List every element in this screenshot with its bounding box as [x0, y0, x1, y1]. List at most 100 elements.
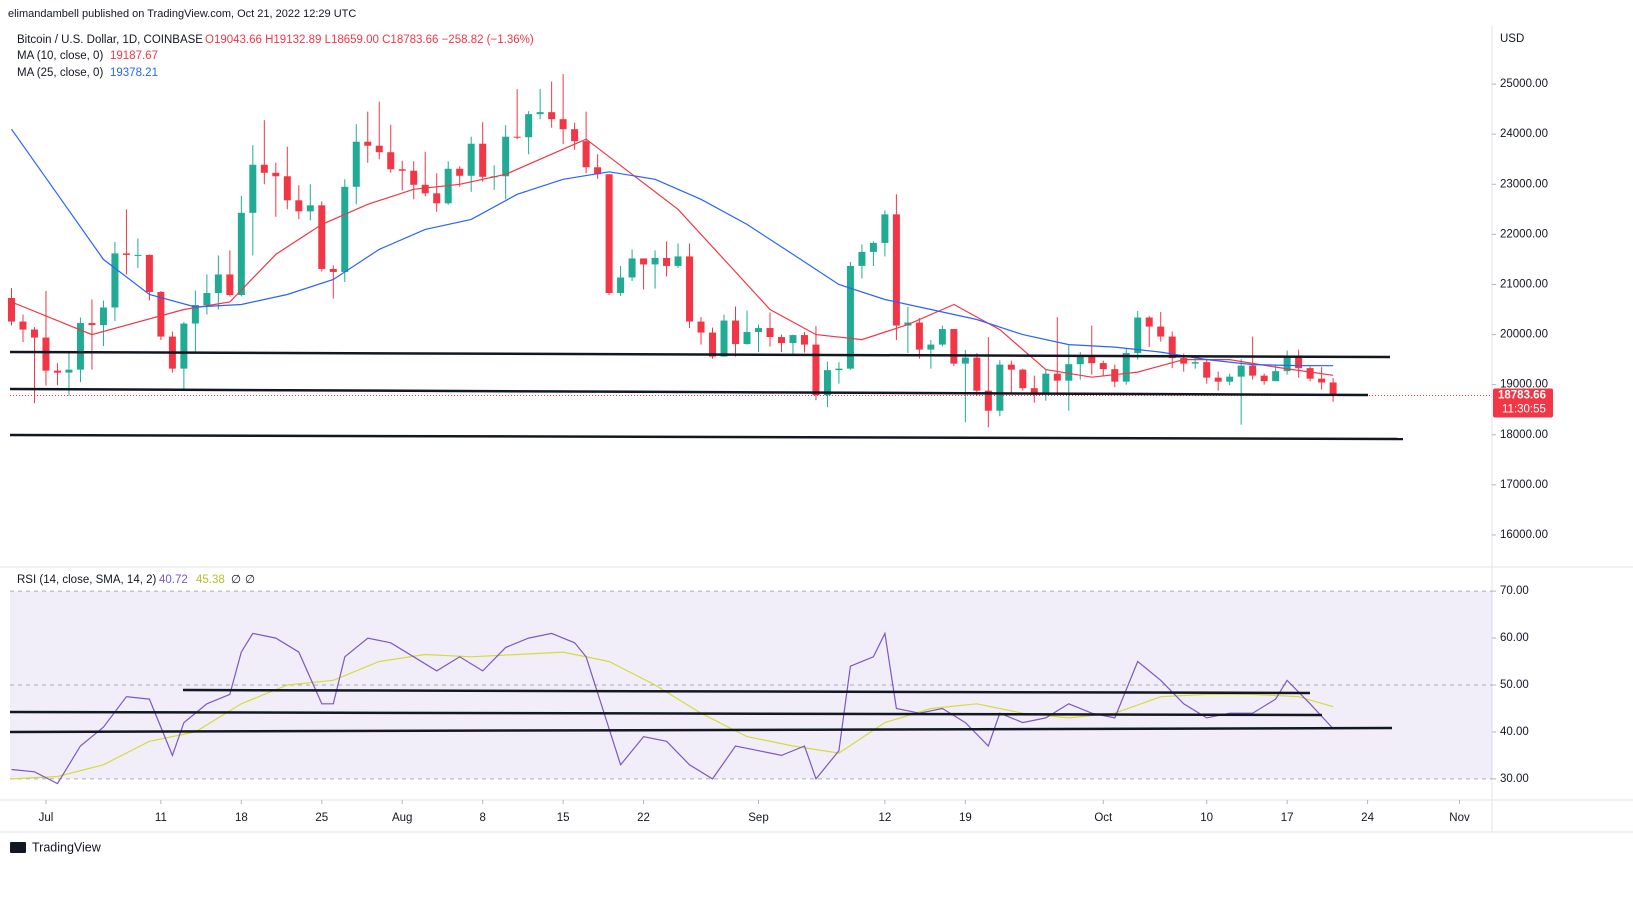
candle-body	[1260, 375, 1268, 382]
candle-body	[663, 257, 671, 266]
candle-body	[1214, 377, 1222, 382]
candle-body	[582, 141, 590, 168]
x-tick-label: 24	[1361, 812, 1374, 824]
candle-body	[260, 164, 268, 173]
candle-body	[892, 214, 900, 326]
candle-body	[823, 370, 831, 396]
candle-body	[157, 291, 165, 337]
candle-body	[640, 258, 648, 265]
trendline	[182, 688, 1311, 695]
candle-body	[846, 265, 854, 369]
rsi-sma-value: 45.38	[196, 574, 225, 586]
candle-body	[1226, 376, 1234, 382]
trendline	[9, 710, 1323, 717]
y-tick-label: 25000.00	[1500, 78, 1548, 90]
candle-body	[1203, 362, 1211, 378]
candle-body	[398, 169, 406, 171]
candle-body	[1030, 388, 1038, 395]
candle-body	[456, 168, 464, 176]
candle-body	[938, 329, 946, 345]
candle-body	[651, 257, 659, 265]
x-tick-label: 19	[959, 812, 972, 824]
candle-body	[1065, 364, 1073, 381]
candle-body	[617, 277, 625, 293]
candle-body	[387, 152, 395, 170]
candle-body	[1145, 317, 1153, 327]
candle-body	[869, 242, 877, 252]
candle-body	[743, 332, 751, 345]
candle-body	[789, 335, 797, 344]
price-pane	[7, 74, 1496, 536]
last-price-label: 18783.66	[1498, 390, 1546, 402]
candle-body	[777, 337, 785, 344]
candle-body	[881, 214, 889, 243]
y-tick-label: 19000.00	[1500, 379, 1548, 391]
y-tick-label: 17000.00	[1500, 479, 1548, 491]
candle-body	[1134, 317, 1142, 354]
y-tick-label: 20000.00	[1500, 329, 1548, 341]
moving-average	[11, 128, 1334, 367]
candle-body	[961, 357, 969, 364]
candle-body	[214, 274, 222, 293]
y-tick-label: 22000.00	[1500, 228, 1548, 240]
candle-body	[1295, 357, 1303, 369]
ma-legend-name: MA (10, close, 0)	[17, 50, 103, 62]
candle-body	[306, 205, 314, 212]
x-tick-label: 18	[235, 812, 248, 824]
y-tick-label: 24000.00	[1500, 128, 1548, 140]
candle-body	[65, 369, 73, 373]
candle-body	[352, 141, 360, 187]
candle-body	[203, 292, 211, 306]
candle-body	[53, 370, 61, 373]
candle-body	[467, 143, 475, 176]
candle-body	[1042, 373, 1050, 395]
candle-body	[571, 129, 579, 142]
candle-body	[709, 332, 717, 357]
candle-body	[42, 337, 50, 371]
last-price-box	[1493, 388, 1553, 418]
x-tick-label: Sep	[748, 812, 768, 824]
x-tick-label: 25	[315, 812, 328, 824]
candle-body	[720, 320, 728, 357]
candle-body	[513, 136, 521, 138]
candle-body	[226, 274, 234, 295]
candle-body	[594, 167, 602, 175]
candle-body	[915, 322, 923, 350]
candle-body	[1180, 358, 1188, 364]
candle-body	[272, 172, 280, 177]
candle-body	[122, 253, 130, 255]
candle-body	[1122, 353, 1130, 382]
y-tick-label: 50.00	[1500, 679, 1529, 691]
candle-body	[732, 320, 740, 345]
candle-body	[559, 119, 567, 130]
candle-body	[283, 176, 291, 201]
rsi-extra: ∅	[245, 574, 255, 586]
candle-body	[548, 112, 556, 120]
candle-body	[191, 305, 199, 324]
ma-legend-value: 19187.67	[110, 50, 158, 62]
brand: TradingView	[32, 840, 102, 854]
candle-body	[76, 323, 84, 370]
rsi-extra: ∅	[231, 574, 241, 586]
candle-body	[1099, 363, 1107, 370]
candle-body	[812, 344, 820, 396]
candle-body	[364, 141, 372, 146]
candle-body	[145, 254, 153, 292]
currency-label: USD	[1500, 33, 1524, 45]
y-tick-label: 40.00	[1500, 726, 1529, 738]
candle-body	[1237, 365, 1245, 377]
y-tick-label: 18000.00	[1500, 429, 1548, 441]
x-tick-label: 10	[1200, 812, 1213, 824]
candle-body	[1076, 355, 1084, 365]
published-note: elimandambell published on TradingView.c…	[8, 8, 356, 20]
x-tick-label: Jul	[39, 812, 54, 824]
y-tick-label: 60.00	[1500, 632, 1529, 644]
candle-body	[19, 321, 27, 330]
ohlc-values: O19043.66 H19132.89 L18659.00 C18783.66 …	[205, 34, 534, 46]
candle-body	[858, 251, 866, 266]
candle-body	[99, 307, 107, 326]
x-tick-label: Oct	[1094, 812, 1113, 824]
x-tick-label: 22	[637, 812, 650, 824]
